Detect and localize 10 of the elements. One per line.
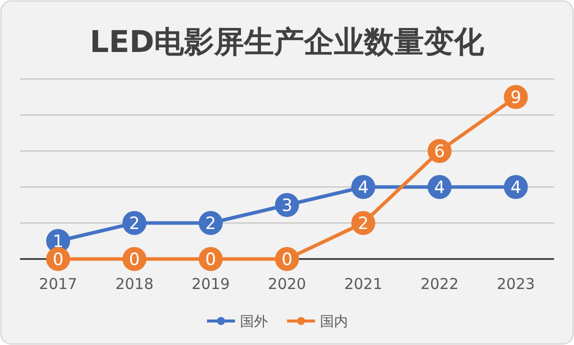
x-tick-label: 2018 <box>115 275 154 293</box>
x-tick-label: 2021 <box>344 275 382 293</box>
x-tick-label: 2022 <box>420 275 459 293</box>
x-tick-label: 2019 <box>192 275 230 293</box>
legend-label: 国内 <box>320 314 348 330</box>
x-tick-label: 2020 <box>268 275 306 293</box>
x-tick-label: 2023 <box>496 275 535 293</box>
legend-label: 国外 <box>240 314 268 330</box>
title: LED电影屏生产企业数量变化 <box>90 25 484 60</box>
x-tick-label: 2017 <box>39 275 78 293</box>
